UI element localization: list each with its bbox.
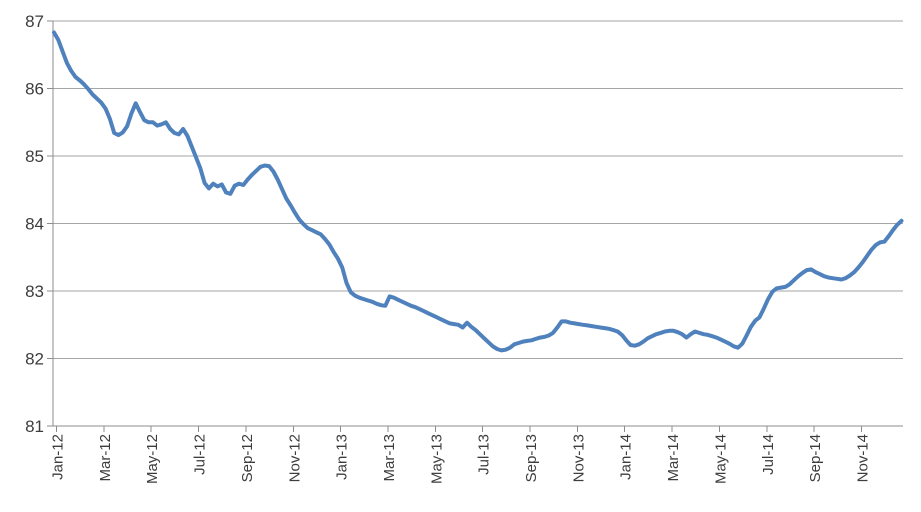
x-axis-label: Jan-12 [50, 434, 67, 480]
x-axis-label: Nov-12 [286, 434, 303, 482]
x-axis-label: Nov-13 [570, 434, 587, 482]
y-axis-label: 84 [25, 215, 44, 234]
x-axis-label: Mar-14 [665, 434, 682, 482]
y-axis-label: 81 [25, 417, 44, 436]
x-axis-label: May-13 [428, 434, 445, 484]
x-axis-label: Sep-14 [807, 434, 824, 482]
x-axis-label: Jul-12 [192, 434, 209, 475]
x-axis-label: Mar-13 [381, 434, 398, 482]
x-axis-label: Mar-12 [97, 434, 114, 482]
x-axis-label: May-14 [712, 434, 729, 484]
data-line [52, 30, 904, 353]
y-axis-label: 86 [25, 80, 44, 99]
x-axis-label: Jul-13 [476, 434, 493, 475]
x-axis-label: Jan-13 [334, 434, 351, 480]
x-axis-label: May-12 [144, 434, 161, 484]
x-axis-label: Jul-14 [760, 434, 777, 475]
y-axis-label: 87 [25, 12, 44, 31]
x-axis-label: Nov-14 [855, 434, 872, 482]
y-axis-label: 82 [25, 350, 44, 369]
x-axis-label: Jan-14 [618, 434, 635, 480]
x-axis-label: Sep-13 [523, 434, 540, 482]
y-axis-label: 85 [25, 147, 44, 166]
y-axis-label: 83 [25, 282, 44, 301]
x-axis-label: Sep-12 [239, 434, 256, 482]
